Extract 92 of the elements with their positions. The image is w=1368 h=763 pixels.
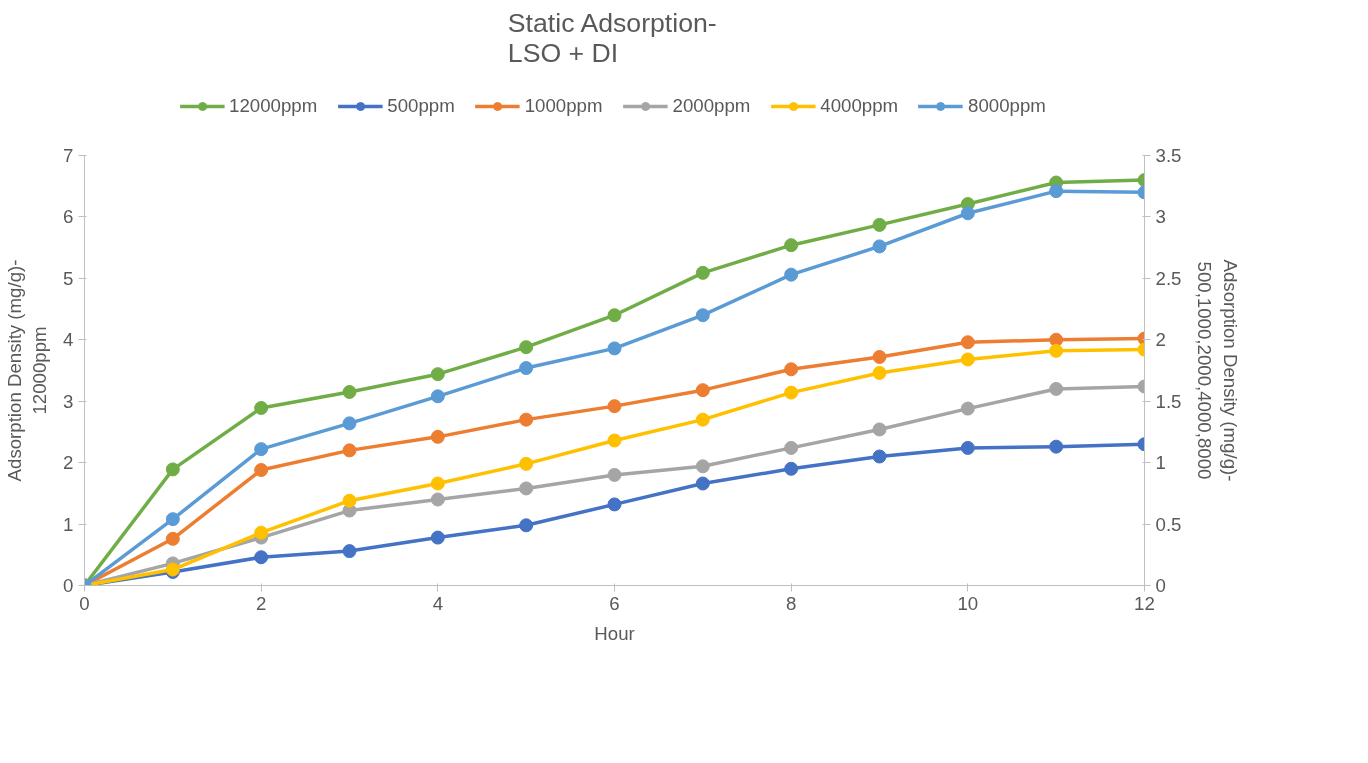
point	[607, 497, 622, 512]
point	[519, 340, 534, 355]
point	[342, 544, 357, 559]
point	[430, 492, 445, 507]
point	[519, 518, 534, 533]
legend-label: 4000ppm	[820, 95, 899, 117]
point	[1049, 439, 1064, 454]
point	[430, 476, 445, 491]
point	[430, 389, 445, 404]
point	[872, 217, 887, 232]
point	[519, 456, 534, 471]
x-tick-label: 12	[1134, 592, 1155, 614]
x-tick-label: 2	[255, 592, 267, 614]
point	[607, 308, 622, 323]
point	[165, 512, 180, 527]
point	[342, 443, 357, 458]
point	[695, 265, 710, 280]
y-tick-label: 5	[63, 267, 74, 289]
point	[784, 461, 799, 476]
y-tick-label: 6	[63, 206, 74, 228]
legend-label: 2000ppm	[672, 95, 751, 117]
point	[607, 399, 622, 414]
x-tick-label: 8	[785, 592, 797, 614]
x-tick-label: 4	[432, 592, 444, 614]
point	[960, 440, 975, 455]
chart-title: Static Adsorption- LSO + DI	[507, 7, 717, 68]
point	[430, 367, 445, 382]
y-tick-label: 2	[63, 452, 74, 474]
point	[960, 206, 975, 221]
x-tick-label: 6	[609, 592, 620, 614]
point	[430, 530, 445, 545]
point	[960, 352, 975, 367]
point	[1049, 343, 1064, 358]
point	[695, 383, 710, 398]
point	[784, 362, 799, 377]
y-axis-title: Adsorption Density (mg/g)- 12000ppm	[3, 259, 51, 482]
point	[607, 433, 622, 448]
point	[165, 531, 180, 546]
point	[784, 440, 799, 455]
y2-tick-label: 3	[1155, 206, 1166, 228]
y2-tick-label: 2.5	[1155, 267, 1182, 289]
y-tick-label: 4	[63, 329, 74, 351]
point	[430, 429, 445, 444]
point	[342, 493, 357, 508]
point	[254, 463, 269, 477]
point	[1049, 332, 1064, 347]
point	[695, 459, 710, 474]
y2-tick-label: 0.5	[1155, 513, 1182, 535]
point	[695, 412, 710, 427]
y-tick-label: 3	[63, 390, 74, 412]
point	[519, 412, 534, 427]
x-axis-title: Hour	[594, 622, 635, 644]
point	[872, 422, 887, 437]
point	[784, 238, 799, 253]
point	[254, 442, 269, 457]
point	[784, 267, 799, 282]
point	[1049, 184, 1064, 199]
point	[165, 462, 180, 477]
x-tick-label: 0	[79, 592, 90, 614]
point	[254, 525, 269, 540]
legend-label: 8000ppm	[968, 95, 1046, 117]
point	[784, 385, 799, 400]
point	[1049, 381, 1064, 396]
y2-axis-title: Adsorption Density (mg/g)- 500,1000,2000,4000,8000	[1194, 259, 1241, 482]
point	[872, 239, 887, 254]
legend-label: 500ppm	[387, 95, 455, 117]
point	[607, 341, 622, 356]
y2-tick-label: 0	[1155, 575, 1166, 596]
point	[695, 476, 710, 491]
point	[872, 365, 887, 380]
point	[254, 550, 269, 565]
y2-tick-label: 1.5	[1155, 390, 1182, 412]
y-tick-label: 7	[63, 145, 74, 166]
point	[254, 400, 269, 415]
point	[519, 481, 534, 496]
point	[872, 449, 887, 464]
point	[872, 350, 887, 364]
y-tick-label: 0	[63, 575, 74, 596]
point	[342, 385, 357, 399]
point	[519, 361, 534, 376]
legend-label: 1000ppm	[524, 95, 603, 117]
y2-tick-label: 3.5	[1155, 145, 1182, 166]
y-tick-label: 1	[63, 513, 74, 535]
y2-tick-label: 2	[1155, 329, 1166, 351]
y2-tick-label: 1	[1155, 452, 1166, 474]
point	[695, 308, 710, 323]
x-tick-label: 10	[957, 592, 979, 614]
point	[607, 467, 622, 482]
legend-label: 12000ppm	[229, 95, 318, 117]
point	[960, 335, 975, 350]
point	[960, 401, 975, 416]
point	[342, 416, 357, 431]
